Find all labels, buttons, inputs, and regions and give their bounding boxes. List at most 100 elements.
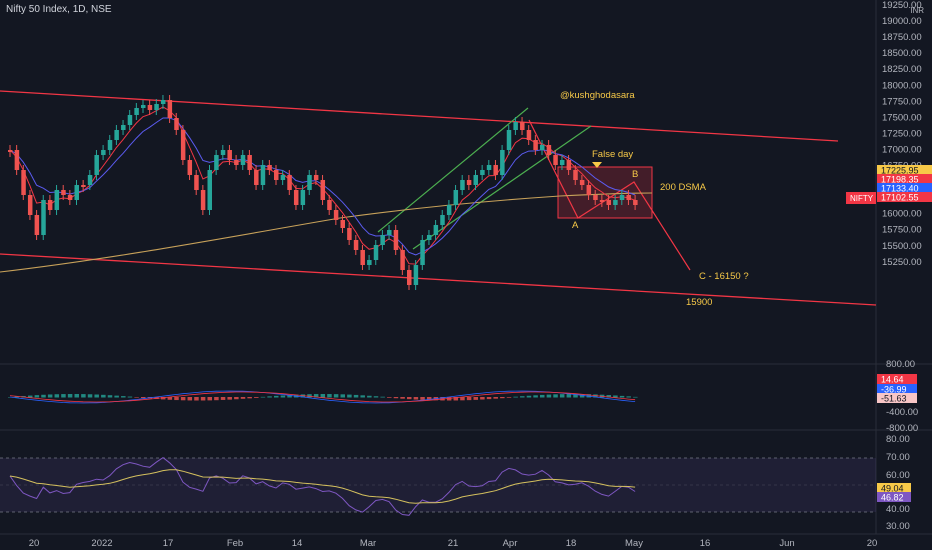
candle-body[interactable] xyxy=(533,140,538,150)
candle-body[interactable] xyxy=(180,130,186,160)
candle-body[interactable] xyxy=(466,180,472,185)
price-axis[interactable]: 19250.00 19000.00 18750.00 18500.00 18250.00… xyxy=(882,0,922,268)
candle-body[interactable] xyxy=(54,190,60,210)
candle-body[interactable] xyxy=(287,175,292,190)
candle-body[interactable] xyxy=(566,160,572,170)
candle-body[interactable] xyxy=(573,170,578,180)
candle-body[interactable] xyxy=(260,165,266,185)
candle-body[interactable] xyxy=(480,170,485,175)
candle-body[interactable] xyxy=(400,250,405,270)
candle-body[interactable] xyxy=(200,190,206,210)
candle-body[interactable] xyxy=(327,200,332,210)
candle-body[interactable] xyxy=(227,150,232,160)
candle-body[interactable] xyxy=(380,235,385,245)
candle-body[interactable] xyxy=(207,170,213,210)
candle-body[interactable] xyxy=(619,195,625,200)
candle-body[interactable] xyxy=(187,160,193,175)
candle-body[interactable] xyxy=(586,185,592,195)
candle-body[interactable] xyxy=(81,185,86,187)
candle-body[interactable] xyxy=(234,160,239,165)
candle-body[interactable] xyxy=(114,130,119,140)
candle-body[interactable] xyxy=(160,100,166,104)
candle-body[interactable] xyxy=(14,150,20,170)
candle-body[interactable] xyxy=(546,145,552,155)
abc-projection-line[interactable] xyxy=(528,119,691,271)
candle-body[interactable] xyxy=(74,185,80,200)
candle-body[interactable] xyxy=(280,175,286,180)
candle-body[interactable] xyxy=(526,130,532,140)
candle-body[interactable] xyxy=(420,240,425,265)
candle-body[interactable] xyxy=(500,150,505,175)
candle-body[interactable] xyxy=(413,265,419,285)
candle-body[interactable] xyxy=(513,122,518,130)
green-channel-upper[interactable] xyxy=(377,107,529,233)
candle-body[interactable] xyxy=(293,190,299,205)
candle-body[interactable] xyxy=(393,230,399,250)
candle-body[interactable] xyxy=(433,225,439,235)
candle-body[interactable] xyxy=(606,200,612,205)
candle-body[interactable] xyxy=(107,140,113,150)
candle-body[interactable] xyxy=(579,180,585,185)
candle-body[interactable] xyxy=(34,215,40,235)
candle-body[interactable] xyxy=(154,104,159,110)
candle-body[interactable] xyxy=(473,175,479,185)
candle-body[interactable] xyxy=(559,160,565,165)
candle-body[interactable] xyxy=(626,195,631,200)
candle-body[interactable] xyxy=(486,165,492,170)
candle-body[interactable] xyxy=(174,118,179,130)
candle-body[interactable] xyxy=(21,170,26,195)
channel-upper-line[interactable] xyxy=(0,90,839,142)
candle-body[interactable] xyxy=(87,175,93,185)
candle-body[interactable] xyxy=(407,270,412,285)
candle-body[interactable] xyxy=(300,190,306,205)
candle-body[interactable] xyxy=(313,175,319,180)
candle-body[interactable] xyxy=(247,155,252,170)
candle-body[interactable] xyxy=(440,215,445,225)
candle-body[interactable] xyxy=(274,170,279,180)
candle-body[interactable] xyxy=(493,165,498,175)
candle-body[interactable] xyxy=(553,155,558,165)
candle-body[interactable] xyxy=(147,105,153,110)
candle-body[interactable] xyxy=(367,260,372,265)
candle-body[interactable] xyxy=(333,210,339,220)
candle-body[interactable] xyxy=(360,250,365,265)
candle-body[interactable] xyxy=(387,230,392,235)
candle-body[interactable] xyxy=(94,155,99,175)
candle-body[interactable] xyxy=(254,170,259,185)
candle-body[interactable] xyxy=(320,180,326,200)
candles-group[interactable] xyxy=(8,95,638,290)
candle-body[interactable] xyxy=(540,145,545,150)
candle-body[interactable] xyxy=(27,195,33,215)
candle-body[interactable] xyxy=(353,240,359,250)
candle-body[interactable] xyxy=(373,245,379,260)
candle-body[interactable] xyxy=(167,100,173,118)
candle-body[interactable] xyxy=(307,175,312,190)
candle-body[interactable] xyxy=(633,200,638,205)
candle-body[interactable] xyxy=(47,200,53,210)
channel-lower-line[interactable] xyxy=(0,253,877,306)
candle-body[interactable] xyxy=(134,108,139,115)
candle-body[interactable] xyxy=(506,130,512,150)
candle-body[interactable] xyxy=(61,190,66,195)
time-axis[interactable]: 20 2022 17 Feb 14 Mar 21 Apr 18 May 16 Jun 20 xyxy=(29,538,878,549)
candle-body[interactable] xyxy=(599,200,605,202)
candle-body[interactable] xyxy=(41,200,46,235)
candle-body[interactable] xyxy=(340,220,346,228)
candle-body[interactable] xyxy=(240,155,246,165)
candle-body[interactable] xyxy=(214,155,219,170)
candle-body[interactable] xyxy=(127,115,133,125)
candle-body[interactable] xyxy=(520,122,525,130)
candle-body[interactable] xyxy=(453,190,459,205)
candle-body[interactable] xyxy=(347,228,352,240)
candle-body[interactable] xyxy=(593,195,598,200)
candle-body[interactable] xyxy=(267,165,272,170)
candle-body[interactable] xyxy=(101,150,106,155)
candle-body[interactable] xyxy=(446,205,452,215)
candle-body[interactable] xyxy=(67,195,73,200)
candle-body[interactable] xyxy=(141,105,146,108)
candle-body[interactable] xyxy=(8,150,13,152)
candle-body[interactable] xyxy=(426,235,432,240)
candle-body[interactable] xyxy=(460,180,465,190)
candle-body[interactable] xyxy=(194,175,199,190)
